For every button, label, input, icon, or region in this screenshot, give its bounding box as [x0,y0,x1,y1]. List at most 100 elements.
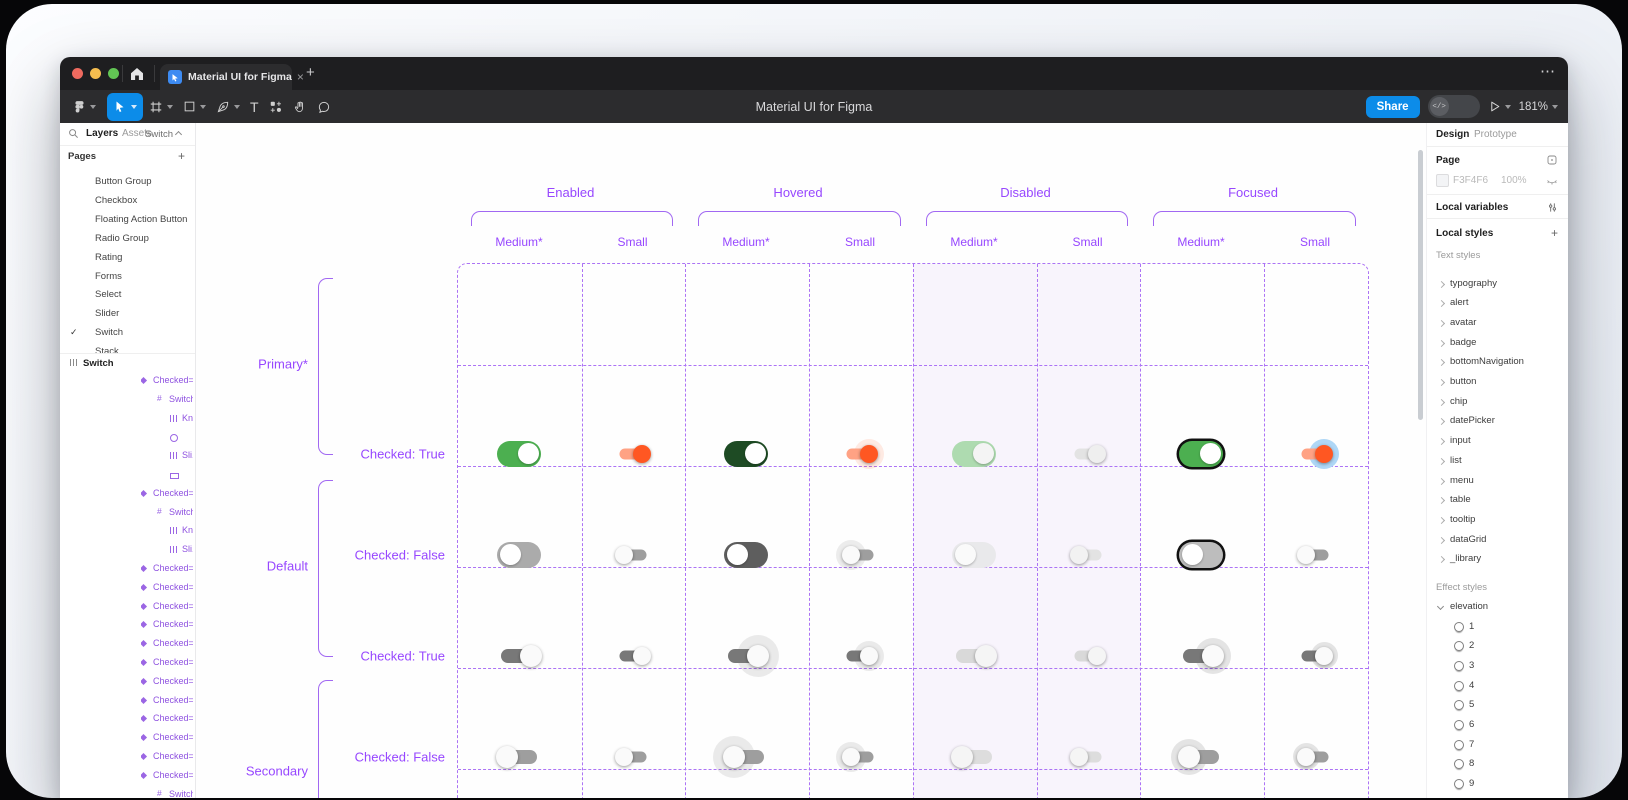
switch-variant[interactable] [1179,541,1223,568]
hide-icon[interactable] [1546,173,1558,191]
switch-variant[interactable] [601,733,665,781]
switch-variant[interactable] [1179,440,1223,467]
tab-assets[interactable]: Assets [122,128,153,139]
canvas-scrollbar[interactable] [1418,150,1423,420]
text-style-datePicker[interactable]: datePicker [1427,412,1568,431]
switch-variant[interactable] [601,430,665,478]
page-item-radio-group[interactable]: Radio Group [60,230,195,248]
layer-item[interactable]: Kn... [170,522,193,540]
switch-variant[interactable] [828,531,892,579]
actions-tool-button[interactable] [265,93,287,121]
page-item-switch[interactable]: ✓ Switch [60,324,195,342]
effect-style-elevation-6[interactable]: 6 [1427,716,1568,735]
switch-variant[interactable] [601,531,665,579]
switch-variant[interactable] [952,440,996,467]
page-color-opacity[interactable]: 100% [1501,175,1527,186]
switch-variant[interactable] [1169,632,1233,680]
switch-variant[interactable] [724,541,768,568]
switch-variant[interactable] [1283,733,1347,781]
layer-item[interactable]: Checked=T... [141,616,193,634]
minimize-window-button[interactable] [90,68,101,79]
text-style-button[interactable]: button [1427,373,1568,392]
local-styles-label[interactable]: Local styles [1436,228,1494,239]
effect-style-elevation-4[interactable]: 4 [1427,677,1568,696]
switch-variant[interactable] [497,440,541,467]
page-color-swatch[interactable] [1436,174,1449,187]
switch-variant[interactable] [487,733,551,781]
layer-item[interactable] [170,428,193,446]
page-item-select[interactable]: Select [60,286,195,304]
add-style-button[interactable]: + [1550,226,1558,240]
dev-mode-toggle[interactable]: </> [1427,95,1480,118]
page-item-slider[interactable]: Slider [60,305,195,323]
page-item-stack[interactable]: Stack [60,343,195,361]
page-color-value[interactable]: F3F4F6 [1453,175,1489,186]
effect-style-elevation-7[interactable]: 7 [1427,736,1568,755]
switch-variant[interactable] [828,733,892,781]
switch-variant[interactable] [952,541,996,568]
page-item-button-group[interactable]: Button Group [60,173,195,191]
switch-variant[interactable] [724,440,768,467]
close-window-button[interactable] [72,68,83,79]
overflow-menu-icon[interactable]: ⋯ [1540,63,1556,80]
move-tool-button[interactable] [107,92,143,121]
text-style-typography[interactable]: typography [1427,275,1568,294]
layer-item[interactable]: # Switch [157,504,193,522]
layer-item[interactable]: # Switch [157,391,193,409]
shape-tool-button[interactable] [179,93,210,121]
page-selector[interactable]: Switch [145,129,183,140]
effect-style-elevation-8[interactable]: 8 [1427,755,1568,774]
effect-style-elevation-3[interactable]: 3 [1427,657,1568,676]
text-tool-button[interactable]: T [250,98,259,115]
layer-item[interactable]: Checked=F... [141,692,193,710]
close-tab-icon[interactable]: × [296,70,304,84]
add-page-button[interactable]: + [177,149,185,163]
canvas[interactable]: Enabled Medium* Small Hovered Medium* Small Di… [196,123,1426,798]
layer-item[interactable]: Checked=T... [141,654,193,672]
page-item-rating[interactable]: Rating [60,249,195,267]
present-button[interactable] [1488,100,1511,113]
home-icon[interactable] [128,65,146,83]
switch-variant[interactable] [487,632,551,680]
comment-tool-button[interactable] [313,93,335,121]
layer-item[interactable]: Checked=T... [141,560,193,578]
switch-variant[interactable] [828,632,892,680]
page-item-forms[interactable]: Forms [60,268,195,286]
layer-item[interactable]: Checked=F... [141,710,193,728]
local-variables-label[interactable]: Local variables [1436,202,1509,213]
layer-item[interactable]: Checked=T... [141,579,193,597]
layer-item[interactable]: Checked=F... [141,767,193,785]
frame-tool-button[interactable] [145,93,177,121]
tab-design[interactable]: Design [1436,129,1470,140]
layer-item[interactable]: Checked=T... [141,485,193,503]
effect-style-elevation-1[interactable]: 1 [1427,618,1568,637]
switch-variant[interactable] [1056,430,1120,478]
switch-variant[interactable] [714,632,779,680]
layer-item[interactable]: # Switch [157,786,193,798]
apply-variable-icon[interactable] [1546,153,1558,171]
switch-variant[interactable] [497,541,541,568]
text-style-bottomNavigation[interactable]: bottomNavigation [1427,353,1568,372]
text-style-dataGrid[interactable]: dataGrid [1427,531,1568,550]
text-style-avatar[interactable]: avatar [1427,314,1568,333]
zoom-menu[interactable]: 181% [1519,101,1558,113]
tab-prototype[interactable]: Prototype [1474,129,1517,140]
layer-item[interactable]: Sli... [170,447,193,465]
layer-item[interactable]: Checked=T... [141,372,193,390]
main-menu-button[interactable] [69,93,100,121]
selection-section[interactable]: Switch [60,353,195,373]
text-style-_library[interactable]: _library [1427,550,1568,569]
layer-item[interactable]: Sli... [170,541,193,559]
effect-style-elevation-5[interactable]: 5 [1427,696,1568,715]
text-style-tooltip[interactable]: tooltip [1427,511,1568,530]
tab-layers[interactable]: Layers [86,128,119,139]
switch-variant[interactable] [942,632,1006,680]
switch-variant[interactable] [1283,531,1347,579]
new-tab-button[interactable]: + [306,64,315,81]
text-style-list[interactable]: list [1427,452,1568,471]
zoom-window-button[interactable] [108,68,119,79]
switch-variant[interactable] [1283,632,1347,680]
search-icon[interactable] [68,128,79,139]
layer-item[interactable]: Checked=F... [141,673,193,691]
layer-item[interactable]: Checked=F... [141,729,193,747]
